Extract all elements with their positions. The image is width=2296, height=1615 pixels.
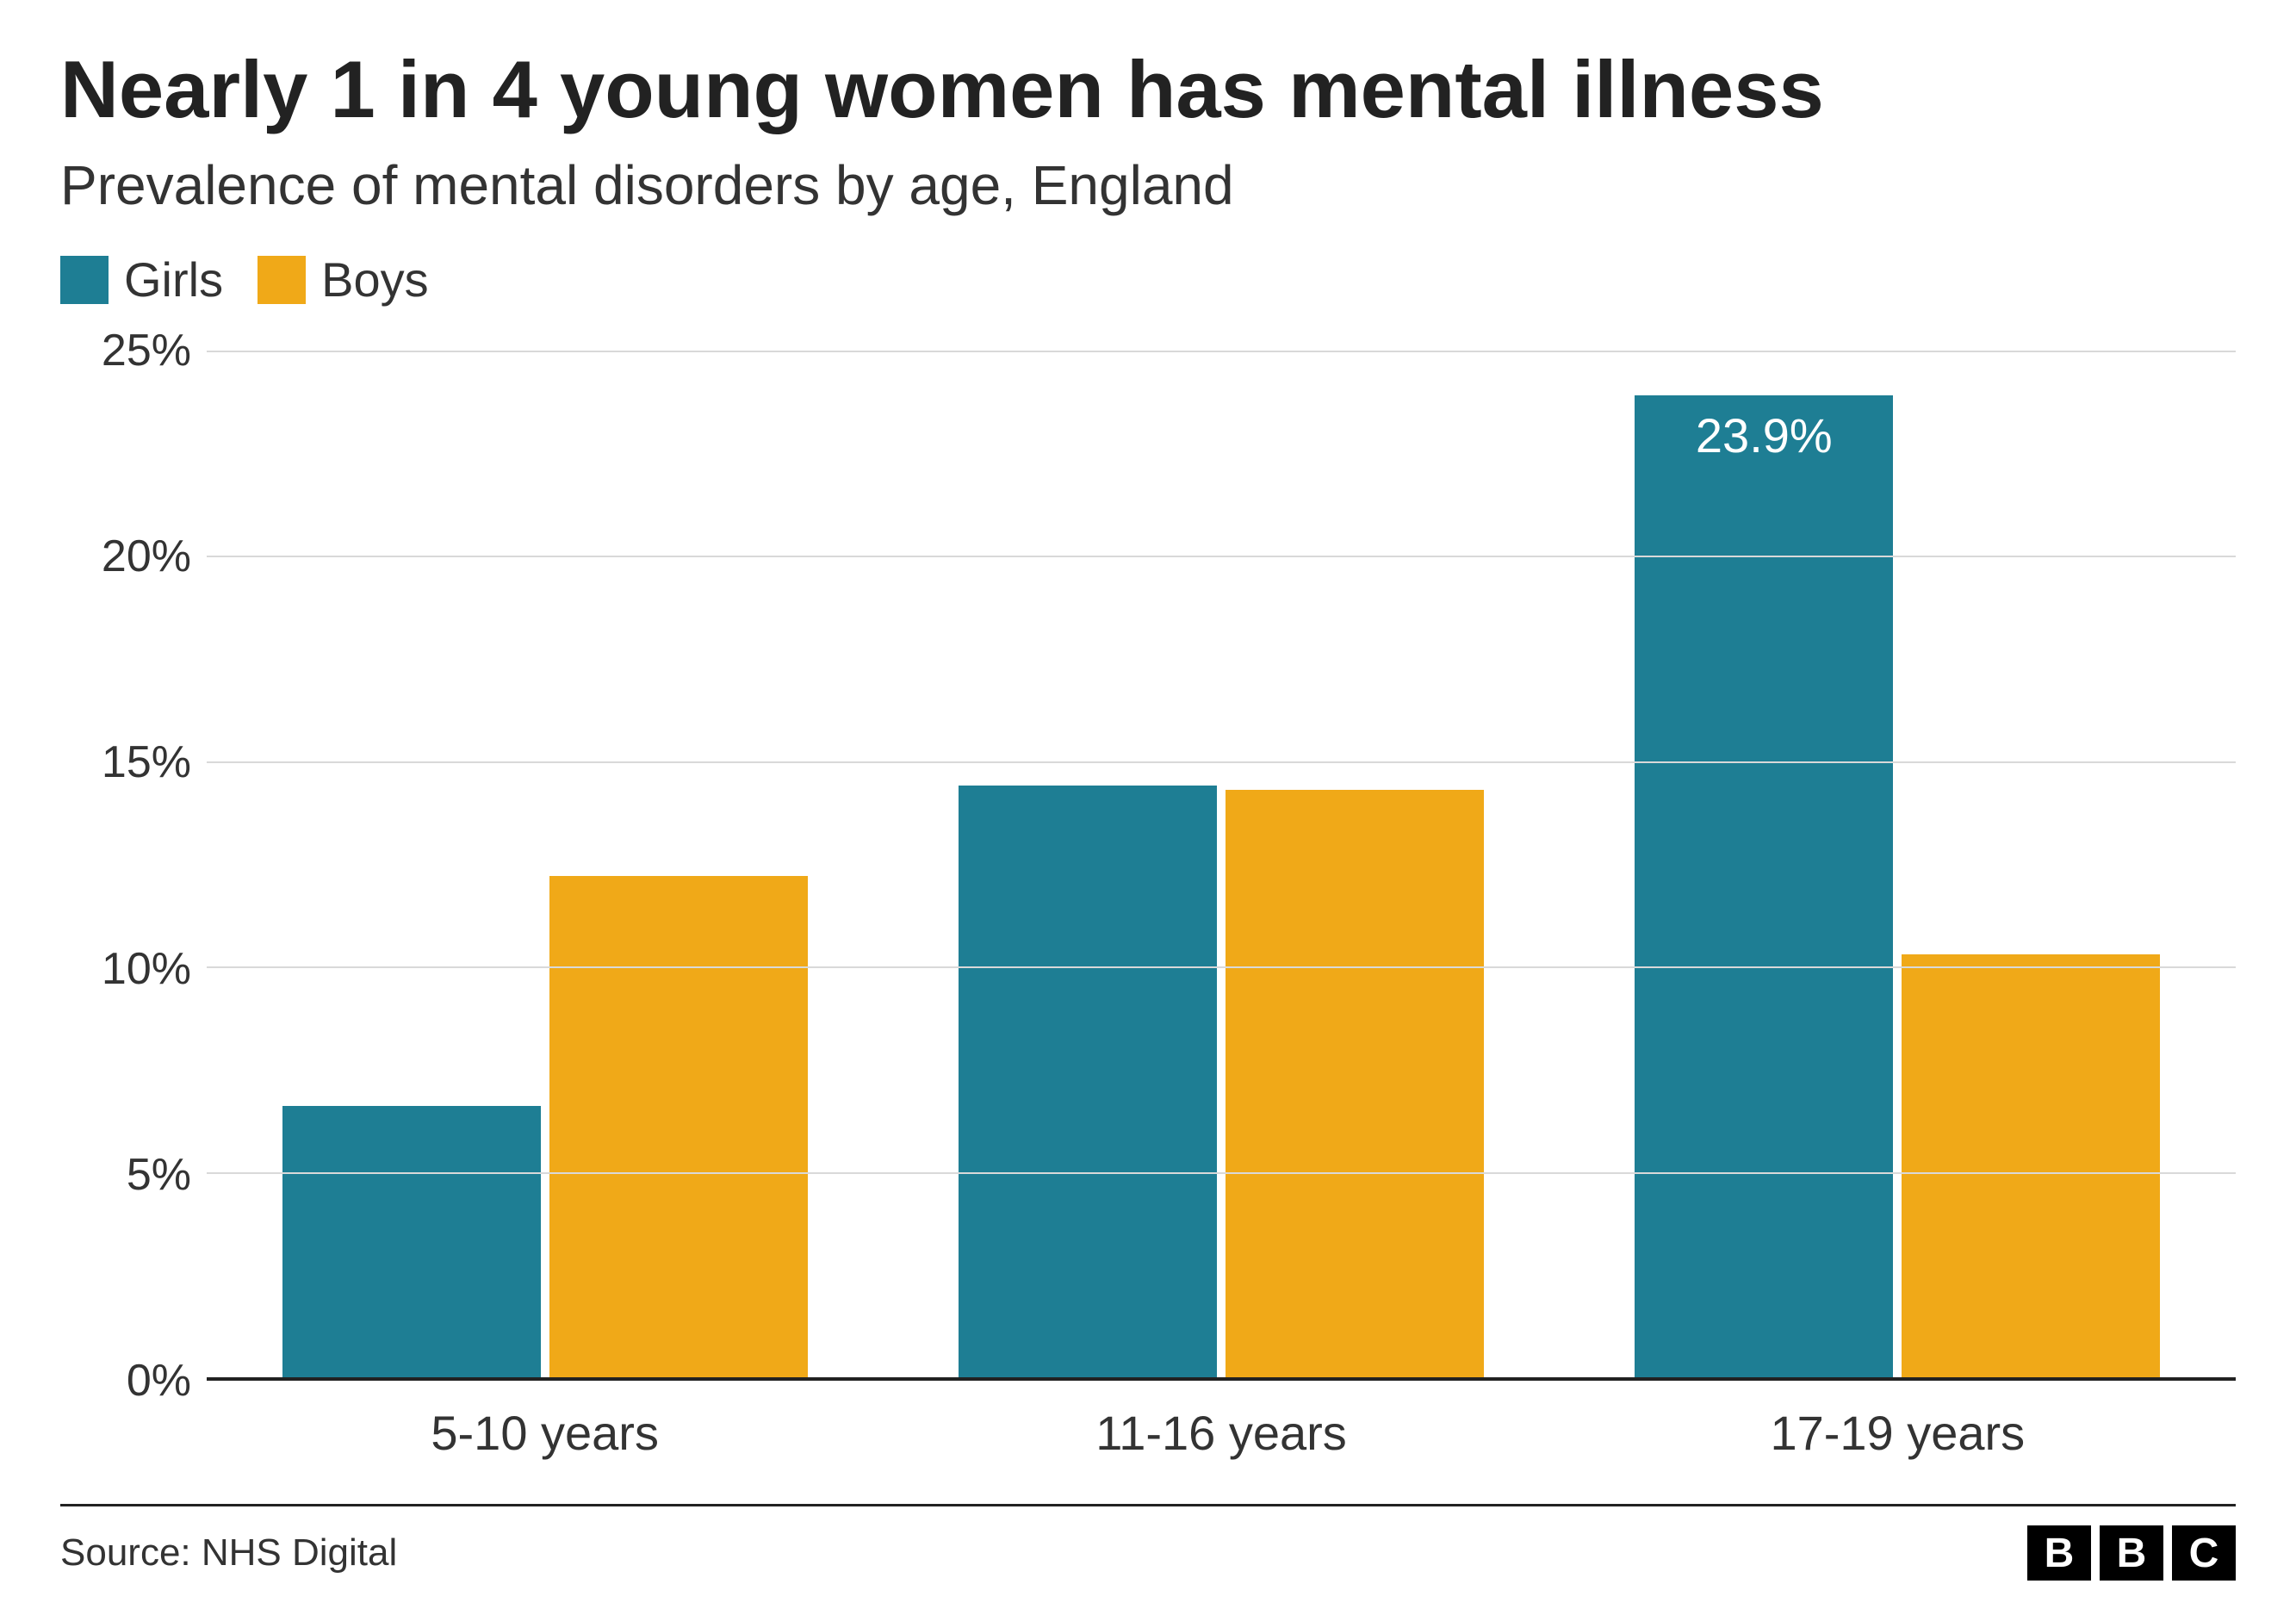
x-tick-label: 17-19 years [1560,1405,2236,1461]
y-tick-label: 25% [102,325,191,376]
plot-row: 0%5%10%15%20%25% 23.9% [60,351,2236,1381]
plot: 23.9% [207,351,2236,1381]
legend-label-girls: Girls [124,252,223,307]
bar: 23.9% [1635,395,1893,1377]
gridline [207,761,2236,763]
legend-item-boys: Boys [258,252,429,307]
gridline [207,966,2236,968]
y-tick-label: 10% [102,943,191,995]
bar [959,786,1217,1377]
x-tick-label: 11-16 years [883,1405,1559,1461]
legend-item-girls: Girls [60,252,223,307]
x-axis-labels: 5-10 years11-16 years17-19 years [207,1405,2236,1461]
bar-groups: 23.9% [207,351,2236,1377]
chart-title: Nearly 1 in 4 young women has mental ill… [60,43,2236,136]
bar [549,876,808,1377]
bar-group: 23.9% [1560,351,2236,1377]
chart-subtitle: Prevalence of mental disorders by age, E… [60,153,2236,217]
bar-group [883,351,1559,1377]
x-axis-row: 5-10 years11-16 years17-19 years [60,1405,2236,1461]
bar [282,1106,541,1377]
legend-label-boys: Boys [321,252,429,307]
gridline [207,556,2236,557]
legend: Girls Boys [60,252,2236,307]
bar [1902,954,2160,1377]
bbc-logo-letter: B [2027,1525,2091,1581]
source-label: Source: NHS Digital [60,1531,397,1575]
chart-area: 0%5%10%15%20%25% 23.9% 5-10 years11-16 y… [60,351,2236,1461]
bbc-logo: B B C [2027,1525,2236,1581]
gridline [207,351,2236,352]
bar-value-label: 23.9% [1635,407,1893,463]
y-tick-label: 0% [127,1355,191,1407]
y-tick-label: 20% [102,531,191,582]
bbc-logo-letter: B [2100,1525,2163,1581]
y-axis: 0%5%10%15%20%25% [60,351,207,1381]
chart-footer: Source: NHS Digital B B C [60,1504,2236,1581]
y-tick-label: 15% [102,736,191,788]
bar-group [207,351,883,1377]
gridline [207,1172,2236,1174]
bar [1226,790,1484,1377]
bbc-logo-letter: C [2172,1525,2236,1581]
y-tick-label: 5% [127,1149,191,1201]
x-axis-spacer [60,1405,207,1461]
x-tick-label: 5-10 years [207,1405,883,1461]
legend-swatch-girls [60,256,109,304]
legend-swatch-boys [258,256,306,304]
